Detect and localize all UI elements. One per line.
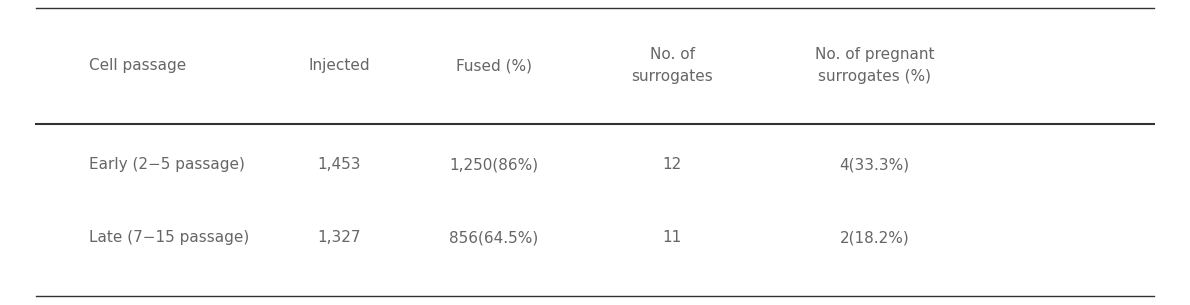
Text: 2(18.2%): 2(18.2%): [840, 230, 909, 246]
Text: Fused (%): Fused (%): [456, 58, 532, 73]
Text: Early (2−5 passage): Early (2−5 passage): [89, 157, 245, 172]
Text: 1,327: 1,327: [318, 230, 361, 246]
Text: 856(64.5%): 856(64.5%): [450, 230, 538, 246]
Text: Late (7−15 passage): Late (7−15 passage): [89, 230, 250, 246]
Text: 12: 12: [663, 157, 682, 172]
Text: 4(33.3%): 4(33.3%): [840, 157, 909, 172]
Text: Cell passage: Cell passage: [89, 58, 187, 73]
Text: 1,453: 1,453: [318, 157, 361, 172]
Text: 1,250(86%): 1,250(86%): [450, 157, 538, 172]
Text: No. of pregnant
surrogates (%): No. of pregnant surrogates (%): [815, 47, 934, 84]
Text: No. of
surrogates: No. of surrogates: [632, 47, 713, 84]
Text: Injected: Injected: [308, 58, 370, 73]
Text: 11: 11: [663, 230, 682, 246]
